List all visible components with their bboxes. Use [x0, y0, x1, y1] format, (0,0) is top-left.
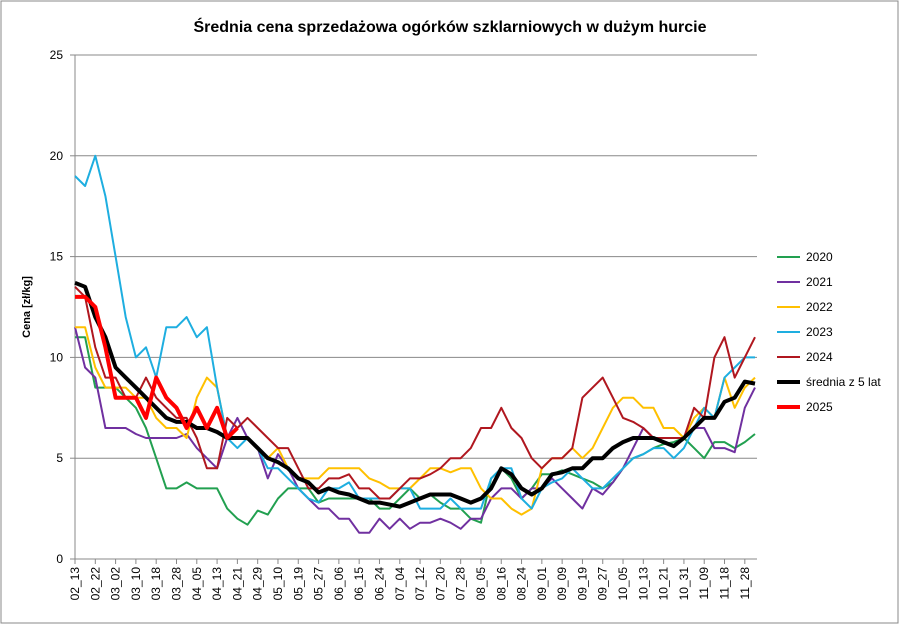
y-tick-label: 5 — [56, 451, 63, 465]
x-tick-label: 08_05 — [474, 567, 488, 601]
y-tick-label: 10 — [50, 350, 64, 364]
x-tick-label: 02_13 — [68, 567, 82, 601]
x-tick-label: 11_28 — [738, 567, 752, 600]
x-tick-label: 04_29 — [251, 567, 265, 601]
y-tick-label: 20 — [50, 149, 64, 163]
x-tick-label: 11_09 — [697, 567, 711, 600]
y-tick-label: 25 — [50, 48, 64, 62]
x-tick-label: 05_10 — [271, 567, 285, 601]
x-tick-label: 07_20 — [433, 567, 447, 601]
legend-label: 2020 — [806, 250, 833, 264]
x-tick-label: 10_13 — [636, 567, 650, 601]
x-tick-label: 10_31 — [677, 567, 691, 601]
legend-label: 2022 — [806, 300, 833, 314]
legend-label: 2023 — [806, 325, 833, 339]
x-tick-label: 08_16 — [494, 567, 508, 601]
x-tick-label: 05_27 — [312, 567, 326, 601]
x-tick-label: 10_21 — [657, 567, 671, 601]
x-tick-label: 07_12 — [413, 567, 427, 601]
x-tick-label: 03_02 — [109, 567, 123, 601]
x-tick-label: 11_18 — [718, 567, 732, 600]
x-tick-label: 07_04 — [393, 567, 407, 601]
series-line — [74, 326, 756, 534]
x-tick-label: 04_21 — [230, 567, 244, 601]
legend-label: 2025 — [806, 400, 833, 414]
x-tick-label: 09_19 — [575, 567, 589, 601]
legend-label: 2021 — [806, 275, 833, 289]
x-tick-label: 03_28 — [169, 567, 183, 601]
x-tick-label: 02_22 — [88, 567, 102, 601]
x-tick-label: 10_05 — [616, 567, 630, 601]
x-tick-label: 09_27 — [596, 567, 610, 601]
x-tick-label: 03_18 — [149, 567, 163, 601]
x-tick-label: 06_24 — [372, 567, 386, 601]
legend-label: średnia z 5 lat — [806, 375, 881, 389]
x-tick-label: 06_15 — [352, 567, 366, 601]
x-tick-label: 04_05 — [190, 567, 204, 601]
y-tick-label: 0 — [56, 552, 63, 566]
series-line — [75, 294, 239, 440]
x-tick-label: 05_19 — [291, 567, 305, 601]
x-tick-label: 03_10 — [129, 567, 143, 601]
y-tick-label: 15 — [50, 250, 64, 264]
y-axis-title: Cena [zł/kg] — [21, 276, 33, 338]
x-tick-label: 09_01 — [535, 567, 549, 601]
chart-title: Średnia cena sprzedażowa ogórków szklarn… — [193, 17, 706, 36]
x-tick-label: 08_24 — [515, 567, 529, 601]
x-tick-label: 07_28 — [454, 567, 468, 601]
x-tick-label: 04_13 — [210, 567, 224, 601]
x-tick-label: 09_09 — [555, 567, 569, 601]
series-line — [75, 326, 756, 516]
x-tick-label: 06_06 — [332, 567, 346, 601]
legend-label: 2024 — [806, 350, 833, 364]
